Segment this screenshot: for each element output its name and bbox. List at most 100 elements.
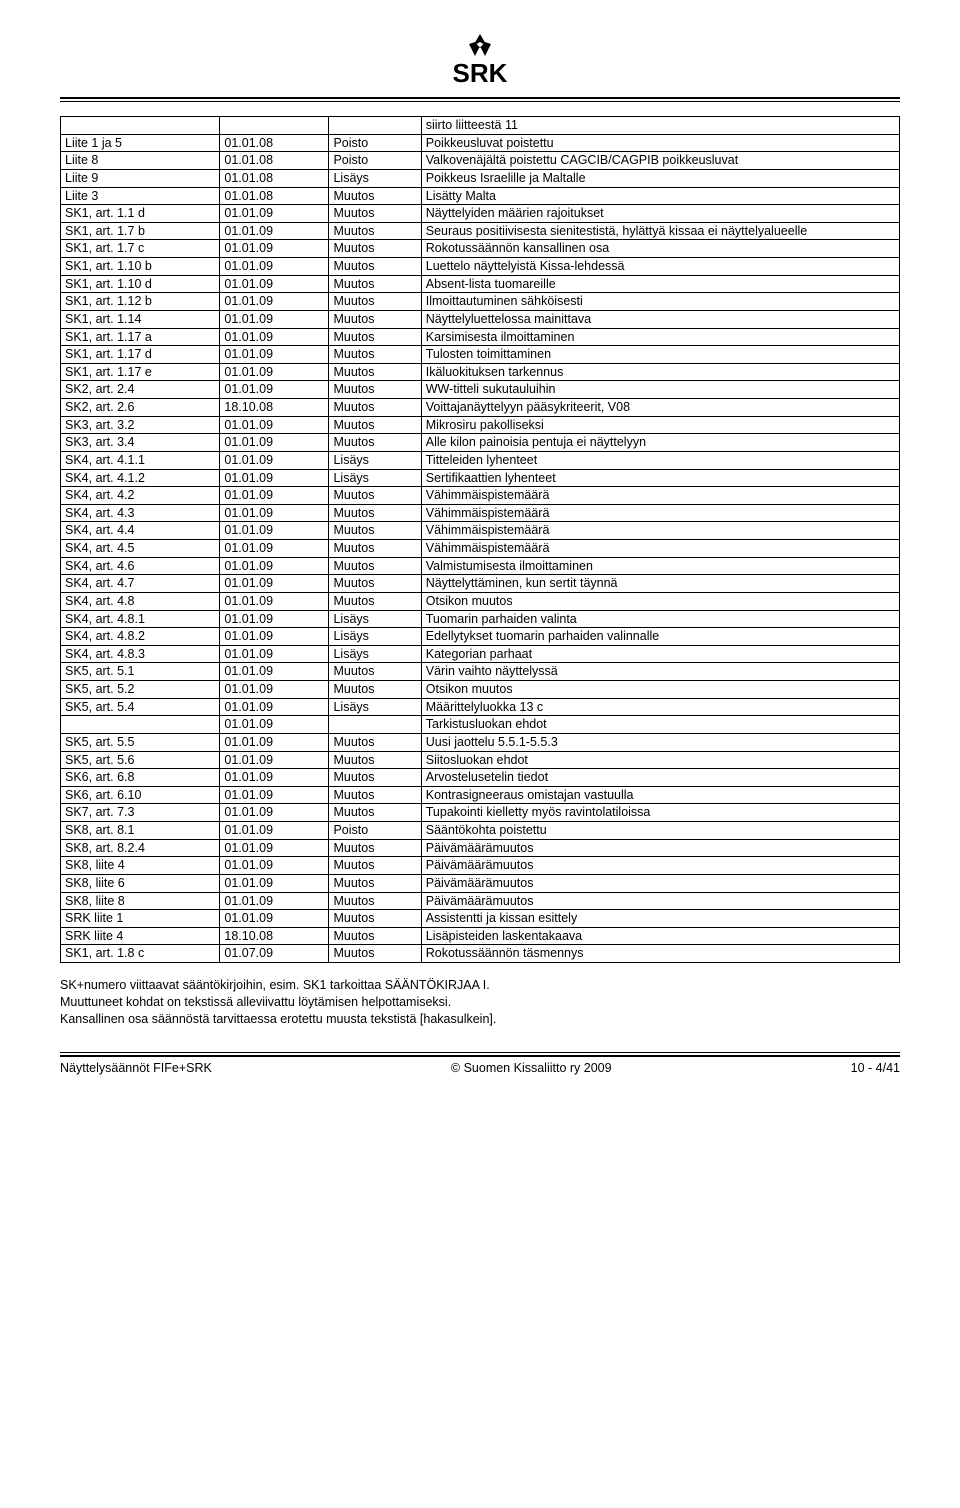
table-cell: SK1, art. 1.17 a [61, 328, 220, 346]
table-row: SK1, art. 1.17 e01.01.09MuutosIkäluokitu… [61, 363, 900, 381]
header-rule-thin [60, 101, 900, 102]
table-cell: Poisto [329, 134, 421, 152]
table-cell: 01.01.09 [220, 434, 329, 452]
table-row: SK3, art. 3.401.01.09MuutosAlle kilon pa… [61, 434, 900, 452]
table-cell: Lisäys [329, 469, 421, 487]
table-cell: Määrittelyluokka 13 c [421, 698, 899, 716]
table-cell: 18.10.08 [220, 927, 329, 945]
table-cell: 01.01.09 [220, 786, 329, 804]
table-cell: 01.01.09 [220, 575, 329, 593]
footer-right: 10 - 4/41 [851, 1061, 900, 1075]
table-cell: SK5, art. 5.6 [61, 751, 220, 769]
table-row: SK4, art. 4.501.01.09MuutosVähimmäispist… [61, 540, 900, 558]
table-cell: Muutos [329, 575, 421, 593]
table-row: SK4, art. 4.601.01.09MuutosValmistumises… [61, 557, 900, 575]
table-cell: Liite 1 ja 5 [61, 134, 220, 152]
table-cell: Kontrasigneeraus omistajan vastuulla [421, 786, 899, 804]
logo: SRK [60, 32, 900, 93]
table-cell: SK5, art. 5.2 [61, 681, 220, 699]
table-cell: Poikkeusluvat poistettu [421, 134, 899, 152]
table-cell: Lisäys [329, 645, 421, 663]
table-row: SK5, art. 5.401.01.09LisäysMäärittelyluo… [61, 698, 900, 716]
table-cell: Muutos [329, 733, 421, 751]
table-cell: SK4, art. 4.1.2 [61, 469, 220, 487]
table-row: SK1, art. 1.17 a01.01.09MuutosKarsimises… [61, 328, 900, 346]
table-row: SK1, art. 1.10 d01.01.09MuutosAbsent-lis… [61, 275, 900, 293]
table-cell: Muutos [329, 399, 421, 417]
table-cell: Muutos [329, 804, 421, 822]
table-row: SK6, art. 6.1001.01.09MuutosKontrasignee… [61, 786, 900, 804]
table-cell: Seuraus positiivisesta sienitestistä, hy… [421, 222, 899, 240]
table-cell: Muutos [329, 927, 421, 945]
header-rule-thick [60, 97, 900, 99]
table-cell: SK1, art. 1.1 d [61, 205, 220, 223]
table-cell: Muutos [329, 557, 421, 575]
table-cell: SRK liite 4 [61, 927, 220, 945]
table-cell [61, 117, 220, 135]
table-cell: 01.01.09 [220, 892, 329, 910]
notes-line-2: Muuttuneet kohdat on tekstissä alleviiva… [60, 994, 900, 1011]
table-cell: Muutos [329, 363, 421, 381]
table-row: SK1, art. 1.7 c01.01.09MuutosRokotussään… [61, 240, 900, 258]
table-row: SK4, art. 4.301.01.09MuutosVähimmäispist… [61, 504, 900, 522]
table-cell: Poisto [329, 822, 421, 840]
table-cell: SK4, art. 4.8 [61, 592, 220, 610]
table-row: SK2, art. 2.618.10.08MuutosVoittajanäytt… [61, 399, 900, 417]
table-cell: Lisätty Malta [421, 187, 899, 205]
table-cell: Muutos [329, 910, 421, 928]
table-cell: Sääntökohta poistettu [421, 822, 899, 840]
table-cell: Muutos [329, 751, 421, 769]
table-cell: 01.01.09 [220, 733, 329, 751]
table-cell: Mikrosiru pakolliseksi [421, 416, 899, 434]
table-cell: SRK liite 1 [61, 910, 220, 928]
notes-line-1: SK+numero viittaavat sääntökirjoihin, es… [60, 977, 900, 994]
table-cell: 01.01.09 [220, 716, 329, 734]
table-cell: SK7, art. 7.3 [61, 804, 220, 822]
table-cell: Arvostelusetelin tiedot [421, 769, 899, 787]
table-row: SK8, liite 401.01.09MuutosPäivämäärämuut… [61, 857, 900, 875]
table-row: SK8, liite 601.01.09MuutosPäivämäärämuut… [61, 874, 900, 892]
table-row: 01.01.09Tarkistusluokan ehdot [61, 716, 900, 734]
table-cell: 01.01.09 [220, 222, 329, 240]
footer-center: © Suomen Kissaliitto ry 2009 [451, 1061, 612, 1075]
table-cell: SK5, art. 5.5 [61, 733, 220, 751]
table-cell: Poisto [329, 152, 421, 170]
table-cell: Vähimmäispistemäärä [421, 504, 899, 522]
table-cell: Näyttelyttäminen, kun sertit täynnä [421, 575, 899, 593]
table-cell: 01.01.09 [220, 557, 329, 575]
srk-logo-icon: SRK [445, 32, 515, 88]
footer-left: Näyttelysäännöt FIFe+SRK [60, 1061, 212, 1075]
table-cell: Muutos [329, 310, 421, 328]
table-cell: 01.01.09 [220, 804, 329, 822]
table-cell: Lisäys [329, 169, 421, 187]
table-cell: Muutos [329, 416, 421, 434]
table-row: SRK liite 418.10.08MuutosLisäpisteiden l… [61, 927, 900, 945]
table-row: SK1, art. 1.10 b01.01.09MuutosLuettelo n… [61, 258, 900, 276]
table-cell: SK8, liite 8 [61, 892, 220, 910]
notes-line-3: Kansallinen osa säännöstä tarvittaessa e… [60, 1011, 900, 1028]
table-row: SK8, liite 801.01.09MuutosPäivämäärämuut… [61, 892, 900, 910]
table-cell: Valkovenäjältä poistettu CAGCIB/CAGPIB p… [421, 152, 899, 170]
table-cell: Muutos [329, 205, 421, 223]
table-cell: 01.01.08 [220, 134, 329, 152]
table-cell: Muutos [329, 434, 421, 452]
table-cell: SK4, art. 4.3 [61, 504, 220, 522]
table-row: SK4, art. 4.401.01.09MuutosVähimmäispist… [61, 522, 900, 540]
table-cell: Muutos [329, 187, 421, 205]
table-row: SK4, art. 4.201.01.09MuutosVähimmäispist… [61, 487, 900, 505]
table-cell: Rokotussäännön kansallinen osa [421, 240, 899, 258]
table-row: Liite 301.01.08MuutosLisätty Malta [61, 187, 900, 205]
table-cell: Vähimmäispistemäärä [421, 487, 899, 505]
table-cell: 01.01.09 [220, 258, 329, 276]
table-cell: Muutos [329, 857, 421, 875]
table-cell: SK2, art. 2.4 [61, 381, 220, 399]
table-cell: 01.01.08 [220, 187, 329, 205]
table-row: SK4, art. 4.8.101.01.09LisäysTuomarin pa… [61, 610, 900, 628]
table-cell: Karsimisesta ilmoittaminen [421, 328, 899, 346]
table-cell: SK1, art. 1.10 b [61, 258, 220, 276]
table-cell: Muutos [329, 240, 421, 258]
table-cell: Poikkeus Israelille ja Maltalle [421, 169, 899, 187]
table-cell: Lisäpisteiden laskentakaava [421, 927, 899, 945]
table-cell: Muutos [329, 258, 421, 276]
table-cell: 01.01.09 [220, 275, 329, 293]
